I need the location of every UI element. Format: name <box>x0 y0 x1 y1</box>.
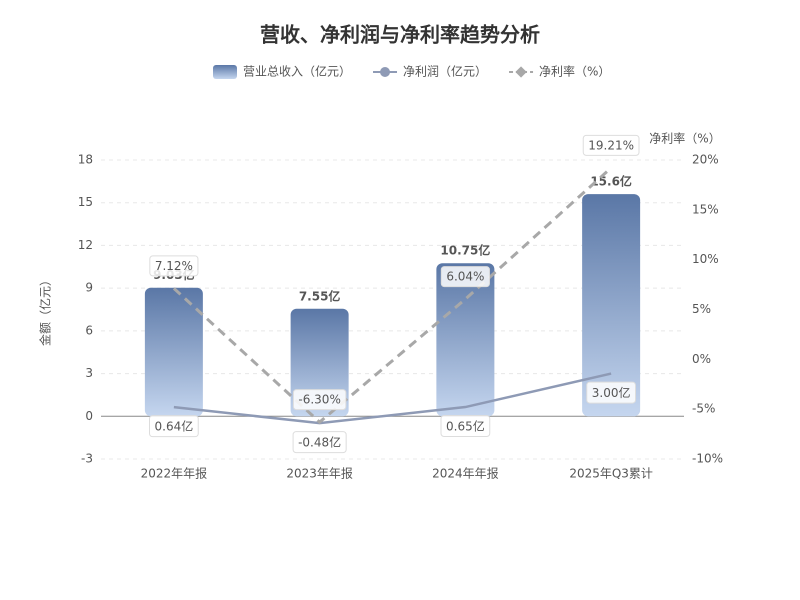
y2-tick-label: 5% <box>692 302 711 316</box>
data-label: 19.21% <box>588 138 634 152</box>
y-tick-label: 18 <box>78 153 93 167</box>
data-label: -6.30% <box>298 393 340 407</box>
y2-tick-label: 10% <box>692 252 719 266</box>
x-tick-label: 2025年Q3累计 <box>569 467 653 481</box>
legend-label: 营业总收入（亿元） <box>243 64 351 79</box>
label-box <box>586 381 636 404</box>
data-label: 0.65亿 <box>446 419 485 434</box>
label-box <box>292 431 347 454</box>
legend-label: 净利润（亿元） <box>403 64 487 79</box>
line <box>173 372 612 425</box>
bar <box>582 194 641 417</box>
y-axis-label: 金额（亿元） <box>38 274 53 346</box>
bar <box>436 263 495 417</box>
y2-tick-label: 15% <box>692 202 719 216</box>
legend-swatch <box>213 65 237 79</box>
y-tick-label: -3 <box>81 452 93 466</box>
label-box <box>440 415 491 438</box>
label-box <box>582 134 640 156</box>
label-box <box>440 266 490 288</box>
legend-marker <box>380 67 391 77</box>
y2-tick-label: 20% <box>692 153 719 167</box>
line <box>172 166 613 425</box>
y-tick-label: 12 <box>78 238 93 252</box>
y2-tick-label: 0% <box>692 352 711 366</box>
y-tick-label: 3 <box>85 366 93 380</box>
data-label: -0.48亿 <box>298 435 341 450</box>
x-tick-label: 2022年年报 <box>141 466 208 481</box>
data-label: 3.00亿 <box>592 385 631 400</box>
y2-tick-label: -5% <box>692 402 715 416</box>
y-tick-label: 0 <box>85 409 93 423</box>
chart-title: 营收、净利润与净利率趋势分析 <box>260 23 540 47</box>
data-label: 6.04% <box>446 270 484 284</box>
y2-axis-label: 净利率（%） <box>649 131 720 146</box>
legend-label: 净利率（%） <box>539 64 610 79</box>
y2-tick-label: -10% <box>692 452 723 466</box>
bar-label: 15.6亿 <box>590 174 632 189</box>
label-box <box>149 255 199 277</box>
y-tick-label: 15 <box>78 195 93 209</box>
bar <box>144 287 203 417</box>
y-tick-label: 9 <box>85 281 93 295</box>
legend-marker <box>515 66 527 78</box>
x-tick-label: 2024年年报 <box>432 466 499 481</box>
y-tick-label: 6 <box>85 323 93 337</box>
label-box <box>149 415 199 438</box>
bar-label: 10.75亿 <box>440 243 490 258</box>
data-label: 0.64亿 <box>155 419 194 434</box>
bar-label: 7.55亿 <box>299 288 341 303</box>
label-box <box>292 389 347 411</box>
data-label: 7.12% <box>155 259 193 273</box>
x-tick-label: 2023年年报 <box>286 466 353 481</box>
